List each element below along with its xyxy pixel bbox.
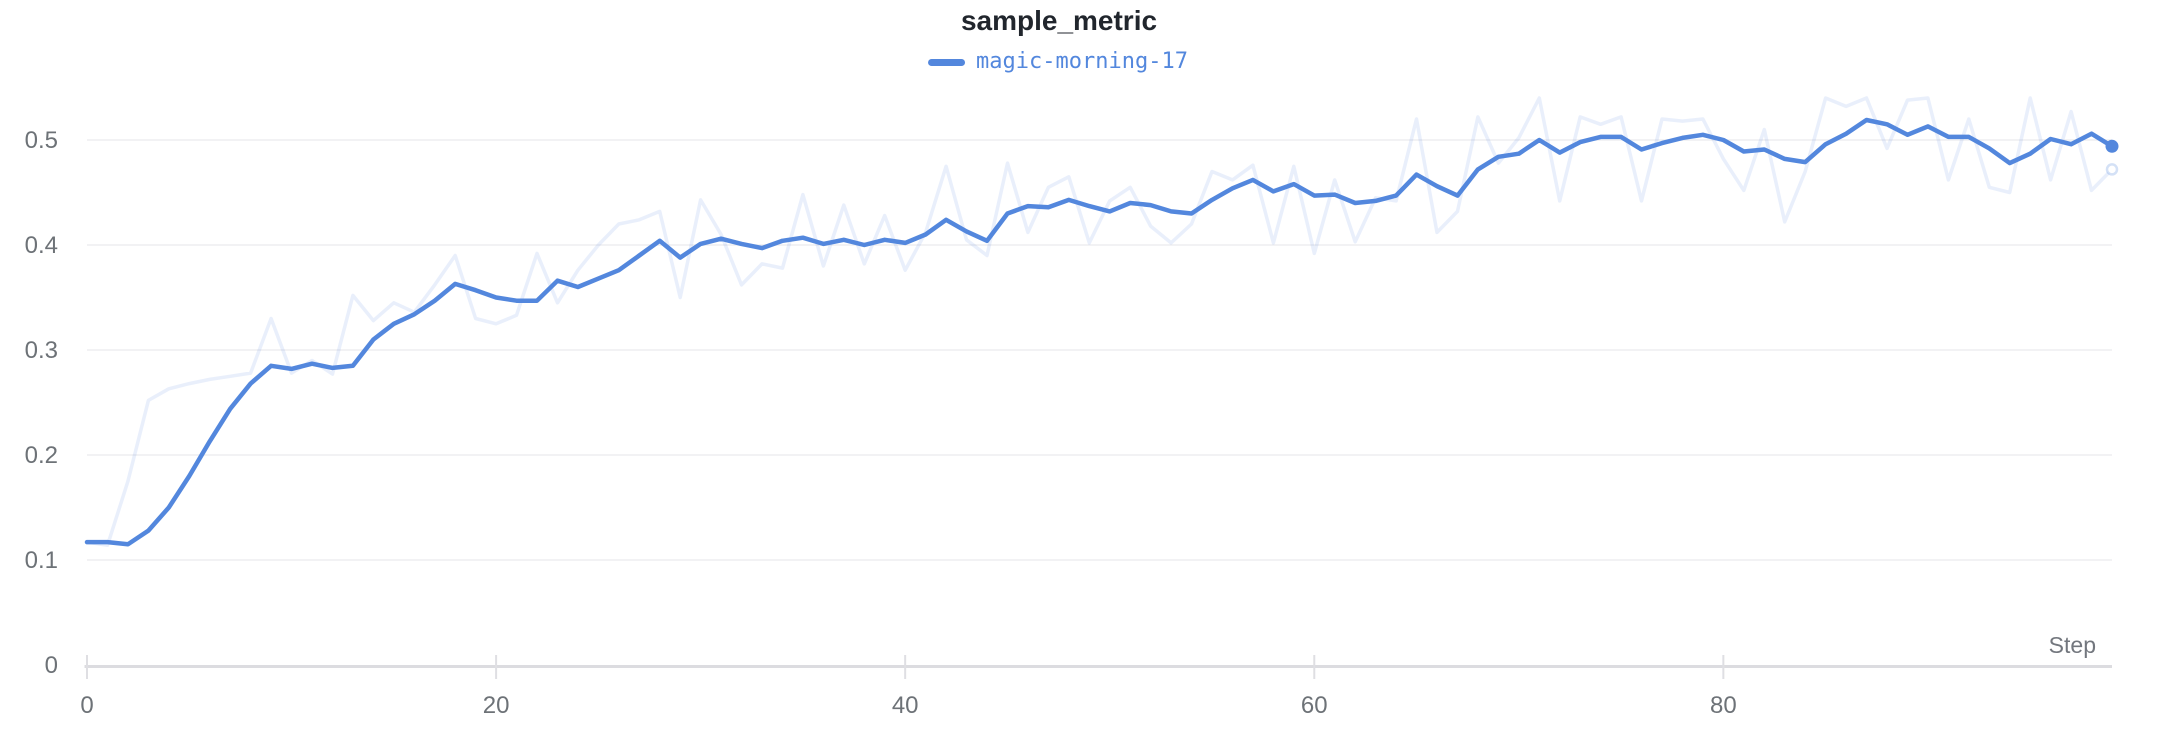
x-tick-label-60: 60 xyxy=(1301,692,1328,719)
plot-area[interactable] xyxy=(87,85,2112,666)
y-tick-labels: 0 0.1 0.2 0.3 0.4 0.5 xyxy=(25,127,58,679)
legend[interactable]: magic-morning-17 xyxy=(928,51,1188,73)
y-tick-label-0.2: 0.2 xyxy=(25,442,58,469)
y-tick-label-0: 0 xyxy=(45,652,58,679)
legend-line-swatch xyxy=(928,58,966,66)
y-tick-label-0.5: 0.5 xyxy=(25,127,58,154)
gridlines xyxy=(87,139,2112,561)
x-tick-labels: 0 20 40 60 80 xyxy=(80,655,1737,719)
endpoint-markers xyxy=(2105,139,2119,176)
x-tick-label-20: 20 xyxy=(483,692,510,719)
series-line-magic-morning-17-original-[interactable] xyxy=(85,96,2114,548)
chart-title: sample_metric xyxy=(960,5,1158,36)
series-line-magic-morning-17[interactable] xyxy=(84,117,2115,547)
data-series xyxy=(84,96,2115,548)
endpoint-ring xyxy=(2105,163,2119,176)
x-tick-label-40: 40 xyxy=(892,692,919,719)
legend-run-name: magic-morning-17 xyxy=(976,49,1188,74)
y-tick-label-0.3: 0.3 xyxy=(25,337,58,364)
x-tick-label-0: 0 xyxy=(80,692,93,719)
x-tick-label-80: 80 xyxy=(1710,692,1737,719)
y-tick-label-0.4: 0.4 xyxy=(25,232,58,259)
y-tick-label-0.1: 0.1 xyxy=(25,547,58,574)
endpoint-dot[interactable] xyxy=(2105,139,2119,153)
x-axis-label: Step xyxy=(2049,632,2096,658)
